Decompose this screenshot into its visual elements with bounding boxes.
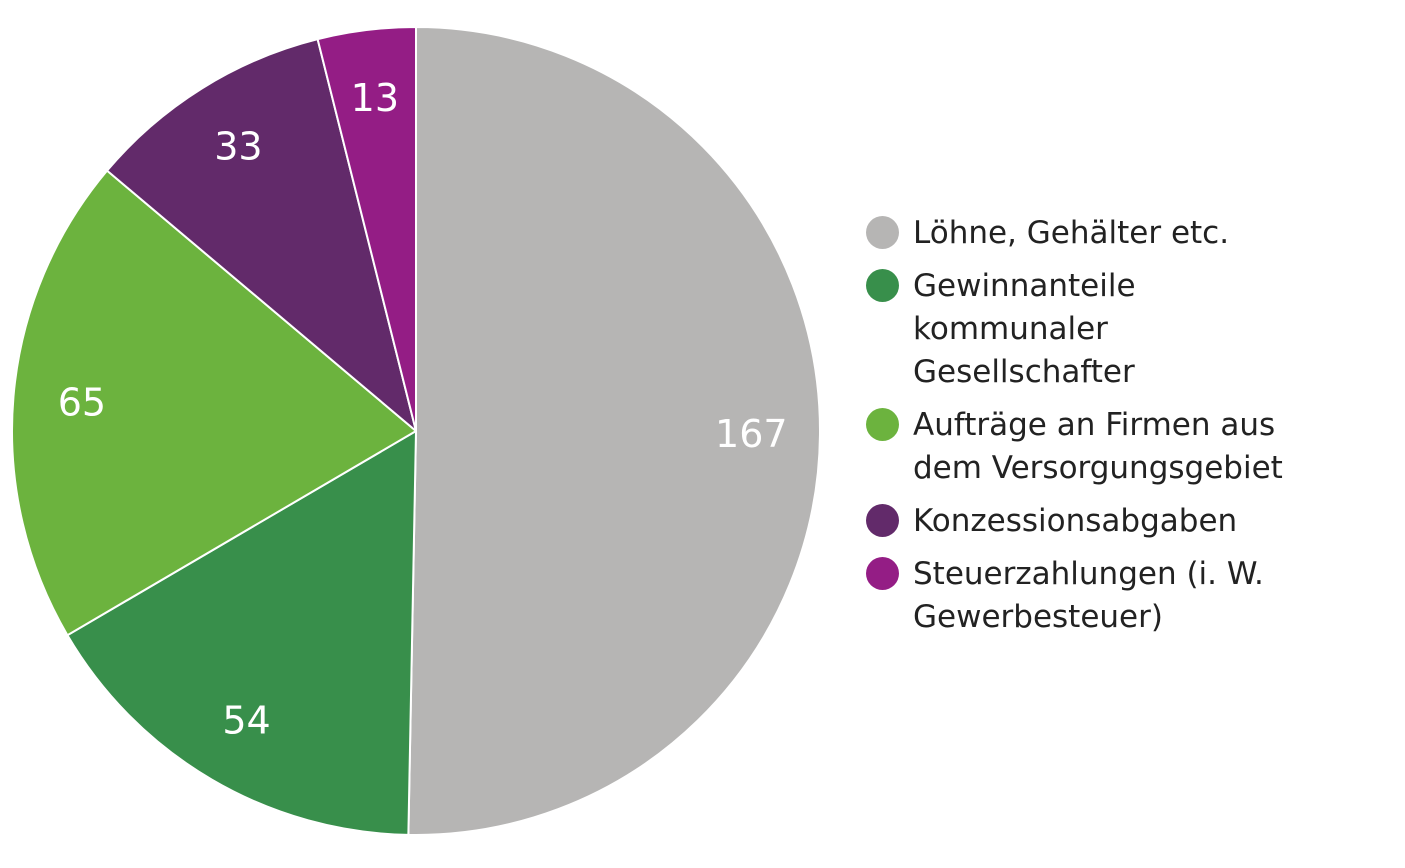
pie-slice-local-contracts [11, 169, 417, 637]
slice-value-label-concession-fees: 33 [214, 125, 262, 169]
slice-value-label-profit-shares: 54 [222, 698, 270, 742]
legend-label-profit-shares: Gewinnanteile kommunaler Gesellschafter [913, 268, 1136, 390]
legend-label-concession-fees: Konzessionsabgaben [913, 503, 1238, 539]
legend-item-concession-fees: Konzessionsabgaben [866, 500, 1386, 543]
legend-swatch-concession-fees [866, 504, 899, 537]
legend-label-wages: Löhne, Gehälter etc. [913, 215, 1230, 251]
pie-slice-wages [407, 26, 821, 836]
legend-item-tax-payments: Steuerzahlungen (i. W. Gewerbesteuer) [866, 553, 1386, 639]
legend-item-local-contracts: Aufträge an Firmen aus dem Versorgungsge… [866, 404, 1386, 490]
pie-slice-tax-payments [316, 26, 417, 432]
legend-swatch-local-contracts [866, 408, 899, 441]
legend-swatch-tax-payments [866, 557, 899, 590]
legend-label-local-contracts: Aufträge an Firmen aus dem Versorgungsge… [913, 407, 1283, 486]
legend: Löhne, Gehälter etc. Gewinnanteile kommu… [866, 212, 1386, 649]
pie-slice-concession-fees [106, 38, 417, 432]
legend-item-wages: Löhne, Gehälter etc. [866, 212, 1386, 255]
legend-item-profit-shares: Gewinnanteile kommunaler Gesellschafter [866, 265, 1386, 394]
pie-svg: 167 54 65 33 13 [11, 26, 821, 836]
legend-label-tax-payments: Steuerzahlungen (i. W. Gewerbesteuer) [913, 556, 1264, 635]
slice-value-label-local-contracts: 65 [58, 380, 106, 424]
slice-value-label-tax-payments: 13 [351, 76, 399, 120]
slice-value-label-wages: 167 [715, 412, 788, 456]
legend-swatch-wages [866, 216, 899, 249]
legend-swatch-profit-shares [866, 269, 899, 302]
pie-slice-profit-shares [66, 430, 417, 836]
